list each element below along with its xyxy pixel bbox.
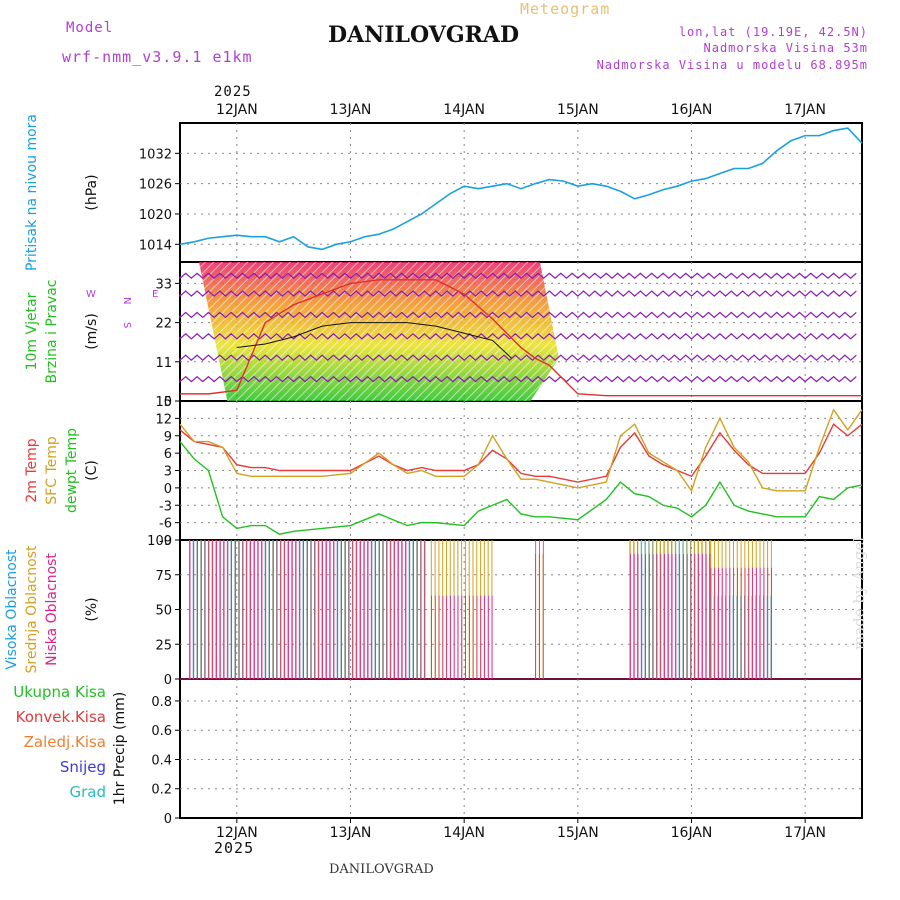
- y-tick-label: 33: [155, 277, 172, 292]
- wind-barb-row: [179, 290, 857, 298]
- precip-legend-item: Grad: [69, 783, 106, 801]
- y-tick-label: 100: [147, 534, 172, 549]
- y-tick-label: 0: [164, 482, 172, 497]
- y-tick-label: 9: [164, 430, 172, 445]
- model-name: wrf-nmm_v3.9.1 e1km: [62, 48, 253, 66]
- meteogram-label: Meteogram: [520, 0, 611, 18]
- model-elevation-label: Nadmorska Visina u modelu 68.895m: [596, 58, 868, 72]
- footer-title: DANILOVGRAD: [329, 862, 434, 877]
- panel-label-wind: Brzina i Pravac: [44, 280, 60, 384]
- day-label-top: 15JAN: [557, 102, 599, 118]
- y-tick-label: 11: [155, 356, 172, 371]
- y-tick-label: 12: [155, 412, 172, 427]
- y-tick-label: 75: [155, 569, 172, 584]
- panel-unit-cloud: (%): [84, 597, 100, 621]
- watermark: made by Angel: [850, 536, 868, 650]
- precip-legend-item: Zaledj.Kisa: [24, 733, 106, 751]
- day-label-bottom: 12JAN: [216, 825, 258, 841]
- wind-barb-row: [179, 333, 857, 341]
- compass-n: N: [121, 297, 132, 304]
- y-tick-label: 0.2: [151, 783, 172, 798]
- pressure-line: [179, 127, 863, 251]
- day-label-bottom: 15JAN: [557, 825, 599, 841]
- y-tick-label: -6: [159, 517, 172, 532]
- lonlat-label: lon,lat (19.19E, 42.5N): [678, 25, 868, 39]
- panel-label-cloud: Niska Oblacnost: [44, 553, 60, 666]
- y-tick-label: 0: [164, 673, 172, 688]
- panel-label-temp: 2m Temp: [24, 438, 40, 502]
- temp-line-0: [179, 423, 863, 483]
- temp-line-1: [179, 408, 863, 493]
- year-top: 2025: [214, 84, 252, 100]
- y-tick-label: -3: [159, 499, 172, 514]
- model-label: Model: [66, 20, 114, 36]
- day-label-top: 17JAN: [784, 102, 826, 118]
- y-tick-label: 50: [155, 604, 172, 619]
- panel-label-temp: dewpt Temp: [64, 428, 80, 513]
- wind-barb-row: [179, 375, 857, 383]
- y-tick-label: 25: [155, 638, 172, 653]
- day-label-bottom: 13JAN: [330, 825, 372, 841]
- y-tick-label: 0.4: [151, 753, 172, 768]
- panel-label-temp: SFC Temp: [44, 436, 60, 505]
- wind-speed-line: [236, 322, 512, 359]
- precip-legend-item: Ukupna Kisa: [13, 683, 106, 701]
- panel-label-pressure: Pritisak na nivou mora: [24, 114, 40, 271]
- y-tick-label: 6: [164, 447, 172, 462]
- panel-label-cloud: Srednja Oblacnost: [24, 545, 40, 673]
- panel-unit-wind: (m/s): [84, 313, 100, 350]
- panel-label-wind: 10m Vjetar: [24, 292, 40, 370]
- day-label-bottom: 14JAN: [443, 825, 485, 841]
- day-label-bottom: 16JAN: [671, 825, 713, 841]
- temp-line-2: [179, 441, 863, 535]
- compass-s: S: [121, 322, 132, 328]
- panel-unit-pressure: (hPa): [84, 174, 100, 210]
- y-tick-label: 1020: [139, 208, 172, 223]
- y-tick-label: 0.6: [151, 724, 172, 739]
- y-tick-label: 1014: [139, 238, 172, 253]
- y-tick-label: 0: [164, 395, 172, 410]
- wind-hatch: [198, 262, 559, 401]
- y-tick-label: 3: [164, 465, 172, 480]
- y-tick-label: 15: [155, 395, 172, 410]
- station-title: DANILOVGRAD: [328, 22, 520, 48]
- plot-layer: 10141020102610320112233-9-6-303691215025…: [4, 102, 863, 841]
- day-label-top: 16JAN: [671, 102, 713, 118]
- wind-barb-row: [179, 354, 857, 362]
- y-tick-label: 1032: [139, 147, 172, 162]
- y-tick-label: -9: [159, 534, 172, 549]
- elevation-label: Nadmorska Visina 53m: [703, 41, 868, 55]
- wind-gust-line: [180, 279, 862, 397]
- panel-unit-temp: (C): [84, 460, 100, 481]
- day-label-bottom: 17JAN: [784, 825, 826, 841]
- compass-w: W: [86, 289, 96, 300]
- panel-label-cloud: Visoka Oblacnost: [4, 549, 20, 670]
- day-label-top: 14JAN: [443, 102, 485, 118]
- precip-legend-item: Konvek.Kisa: [16, 708, 106, 726]
- y-tick-label: 22: [155, 317, 172, 332]
- wind-barb-row: [179, 272, 857, 280]
- day-label-top: 13JAN: [330, 102, 372, 118]
- y-tick-label: 0: [164, 812, 172, 827]
- panel-frame-precip: [179, 678, 863, 819]
- y-tick-label: 0.8: [151, 695, 172, 710]
- y-tick-label: 1026: [139, 178, 172, 193]
- precip-legend-item: Snijeg: [60, 758, 106, 776]
- day-label-top: 12JAN: [216, 102, 258, 118]
- panel-unit-precip: 1hr Precip (mm): [112, 692, 128, 805]
- wind-barb-row: [179, 311, 857, 319]
- year-bottom: 2025: [214, 839, 255, 857]
- compass-e: E: [152, 289, 158, 300]
